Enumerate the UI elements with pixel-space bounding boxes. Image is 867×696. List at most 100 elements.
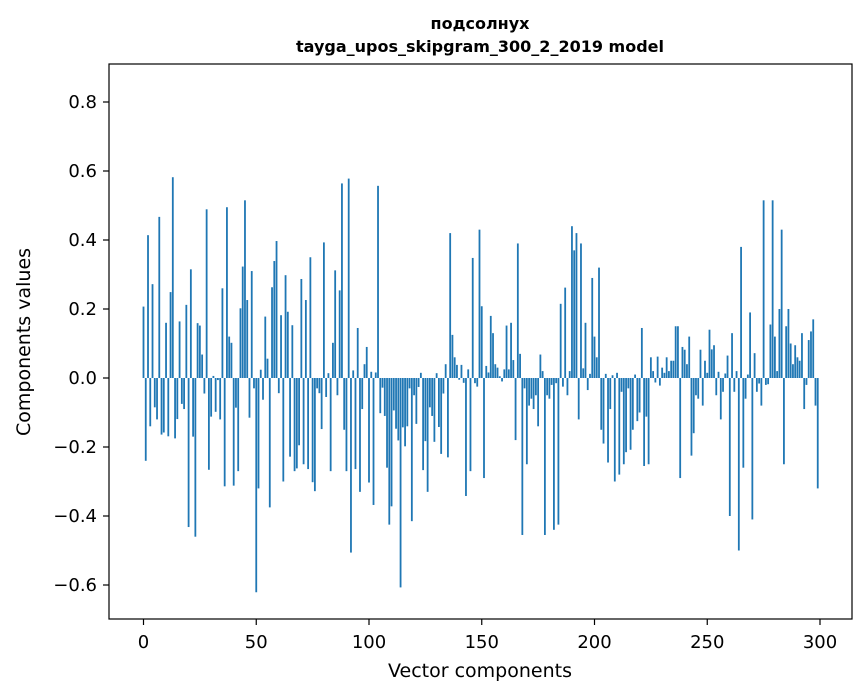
bar-127 xyxy=(428,378,431,408)
bar-33 xyxy=(217,378,219,381)
bar-155 xyxy=(492,333,494,378)
bar-147 xyxy=(474,378,476,384)
bar-4 xyxy=(151,284,154,378)
bar-279 xyxy=(771,200,774,378)
bar-21 xyxy=(189,269,192,378)
bar-30 xyxy=(210,378,213,417)
bar-132 xyxy=(440,378,443,454)
bar-73 xyxy=(307,378,310,470)
bar-182 xyxy=(553,378,555,530)
bar-194 xyxy=(580,243,582,378)
bar-19 xyxy=(185,304,188,378)
bar-66 xyxy=(291,325,294,378)
bar-220 xyxy=(638,378,641,413)
bar-288 xyxy=(792,364,794,378)
bar-226 xyxy=(652,371,655,378)
bar-216 xyxy=(629,378,632,450)
bar-59 xyxy=(275,241,278,378)
bar-287 xyxy=(789,343,792,378)
bar-11 xyxy=(167,378,170,437)
x-tick-label: 300 xyxy=(803,632,837,653)
bar-10 xyxy=(165,322,167,378)
bar-177 xyxy=(541,371,544,378)
bar-273 xyxy=(758,378,761,384)
bar-128 xyxy=(431,378,434,416)
bar-156 xyxy=(494,364,497,378)
bar-265 xyxy=(740,246,742,378)
bar-29 xyxy=(207,378,210,470)
bar-146 xyxy=(471,257,474,378)
bar-218 xyxy=(634,374,636,378)
bar-124 xyxy=(422,378,425,471)
bar-284 xyxy=(783,378,785,465)
bar-41 xyxy=(235,378,237,408)
bar-238 xyxy=(679,378,682,479)
bar-26 xyxy=(201,354,204,378)
bar-148 xyxy=(476,378,479,387)
bar-48 xyxy=(250,271,253,378)
bar-0 xyxy=(142,306,145,378)
bar-295 xyxy=(807,340,810,378)
bar-145 xyxy=(469,378,472,472)
bar-262 xyxy=(733,378,736,392)
bar-178 xyxy=(543,378,546,535)
bar-193 xyxy=(577,378,580,420)
bar-214 xyxy=(625,378,627,453)
bar-133 xyxy=(442,378,445,394)
bar-39 xyxy=(230,342,233,378)
bar-205 xyxy=(604,373,607,378)
bar-242 xyxy=(688,336,691,378)
bar-151 xyxy=(483,378,485,479)
bar-113 xyxy=(397,378,400,441)
bar-36 xyxy=(223,378,226,487)
bar-1 xyxy=(144,378,147,461)
bar-247 xyxy=(699,349,702,378)
bar-25 xyxy=(198,325,201,378)
bar-28 xyxy=(205,209,208,378)
bar-239 xyxy=(681,346,684,378)
bar-209 xyxy=(613,378,616,482)
bar-43 xyxy=(239,308,242,378)
bar-256 xyxy=(719,378,722,420)
bar-153 xyxy=(487,372,490,378)
bar-24 xyxy=(196,323,199,378)
bar-263 xyxy=(735,371,738,378)
bar-196 xyxy=(584,322,587,378)
bar-298 xyxy=(814,378,817,406)
bars-group xyxy=(142,177,819,593)
bar-241 xyxy=(686,364,688,378)
bar-99 xyxy=(365,346,368,378)
bar-47 xyxy=(248,378,251,418)
bar-272 xyxy=(755,378,758,392)
x-tick-label: 50 xyxy=(245,632,268,653)
bar-138 xyxy=(453,357,456,378)
bar-224 xyxy=(647,378,650,465)
bar-215 xyxy=(627,378,630,389)
x-tick-label: 100 xyxy=(352,632,386,653)
bar-258 xyxy=(724,373,727,378)
bar-259 xyxy=(726,355,729,378)
bar-109 xyxy=(388,378,391,525)
bar-271 xyxy=(753,353,756,378)
bar-185 xyxy=(559,303,562,378)
bar-221 xyxy=(640,327,643,378)
bar-208 xyxy=(611,375,614,378)
x-tick-label: 150 xyxy=(465,632,499,653)
bar-131 xyxy=(438,378,440,427)
bar-174 xyxy=(534,378,537,396)
bar-6 xyxy=(156,378,158,420)
bar-61 xyxy=(280,315,282,378)
bar-285 xyxy=(785,326,788,378)
chart-subtitle: tayga_upos_skipgram_300_2_2019 model xyxy=(296,37,664,56)
bar-187 xyxy=(564,287,567,378)
bar-83 xyxy=(329,378,332,472)
bar-253 xyxy=(713,345,715,378)
bar-207 xyxy=(609,378,612,410)
bar-81 xyxy=(325,378,328,397)
bar-3 xyxy=(149,378,152,427)
bar-64 xyxy=(286,311,289,378)
bar-78 xyxy=(318,378,321,394)
bar-173 xyxy=(532,378,535,410)
bar-176 xyxy=(539,354,542,378)
bar-246 xyxy=(697,378,700,399)
